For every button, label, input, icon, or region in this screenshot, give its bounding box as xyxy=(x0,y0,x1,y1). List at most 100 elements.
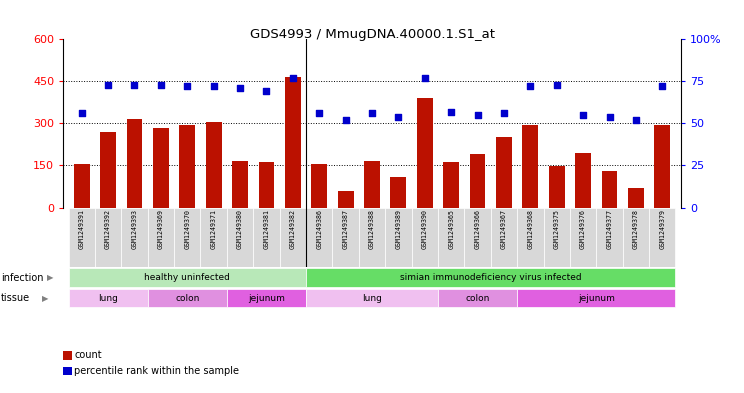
Point xyxy=(313,110,325,116)
Text: jejunum: jejunum xyxy=(578,294,615,303)
Bar xyxy=(68,208,95,267)
Text: GSM1249380: GSM1249380 xyxy=(237,209,243,249)
Bar xyxy=(544,208,570,267)
Bar xyxy=(258,162,275,208)
Bar xyxy=(174,208,200,267)
Point xyxy=(419,75,431,81)
Bar xyxy=(438,208,464,267)
Text: GSM1249388: GSM1249388 xyxy=(369,209,375,249)
Point xyxy=(366,110,378,116)
Bar xyxy=(100,132,116,208)
Bar xyxy=(333,208,359,267)
Text: lung: lung xyxy=(98,294,118,303)
Bar xyxy=(438,289,517,307)
Bar xyxy=(200,208,227,267)
Bar xyxy=(649,208,676,267)
Bar xyxy=(496,138,512,208)
Text: count: count xyxy=(74,350,102,360)
Bar xyxy=(285,77,301,208)
Bar xyxy=(411,208,438,267)
Bar xyxy=(385,208,411,267)
Bar xyxy=(469,154,486,208)
Text: lung: lung xyxy=(362,294,382,303)
Text: GSM1249387: GSM1249387 xyxy=(342,209,349,249)
Bar xyxy=(602,171,618,208)
Text: healthy uninfected: healthy uninfected xyxy=(144,273,230,282)
Text: GSM1249378: GSM1249378 xyxy=(633,209,639,249)
Text: GSM1249382: GSM1249382 xyxy=(290,209,296,249)
Point xyxy=(182,83,193,90)
Point xyxy=(472,112,484,118)
Bar xyxy=(517,208,544,267)
Bar xyxy=(623,208,649,267)
Text: GSM1249375: GSM1249375 xyxy=(554,209,559,249)
Point xyxy=(340,117,352,123)
Bar xyxy=(364,161,380,208)
Bar xyxy=(655,125,670,208)
Bar xyxy=(570,208,596,267)
Text: infection: infection xyxy=(1,273,43,283)
Point xyxy=(260,88,272,95)
Point xyxy=(656,83,668,90)
Point xyxy=(577,112,589,118)
Bar xyxy=(148,208,174,267)
Point xyxy=(498,110,510,116)
Bar xyxy=(464,208,491,267)
Point xyxy=(76,110,88,116)
Point xyxy=(208,83,219,90)
Bar xyxy=(549,166,565,208)
Point xyxy=(525,83,536,90)
Text: ▶: ▶ xyxy=(47,273,54,282)
Point xyxy=(445,108,457,115)
Bar xyxy=(227,208,253,267)
Text: GSM1249392: GSM1249392 xyxy=(105,209,111,249)
Text: GSM1249393: GSM1249393 xyxy=(132,209,138,249)
Text: colon: colon xyxy=(175,294,199,303)
Bar xyxy=(74,164,89,208)
Text: GSM1249389: GSM1249389 xyxy=(395,209,402,249)
Text: GSM1249377: GSM1249377 xyxy=(606,209,612,249)
Bar xyxy=(522,125,538,208)
Bar xyxy=(443,162,459,208)
Text: ▶: ▶ xyxy=(42,294,48,303)
Bar xyxy=(306,268,676,287)
Text: jejunum: jejunum xyxy=(248,294,285,303)
Bar xyxy=(306,289,438,307)
Bar xyxy=(280,208,306,267)
Text: GSM1249381: GSM1249381 xyxy=(263,209,269,249)
Text: GSM1249366: GSM1249366 xyxy=(475,209,481,249)
Bar xyxy=(179,125,195,208)
Text: colon: colon xyxy=(465,294,490,303)
Point xyxy=(155,82,167,88)
Bar xyxy=(338,191,353,208)
Point xyxy=(603,114,615,120)
Bar xyxy=(68,289,148,307)
Bar xyxy=(311,164,327,208)
Bar xyxy=(359,208,385,267)
Point xyxy=(630,117,642,123)
Text: simian immunodeficiency virus infected: simian immunodeficiency virus infected xyxy=(400,273,582,282)
Text: GSM1249371: GSM1249371 xyxy=(211,209,217,249)
Text: GSM1249365: GSM1249365 xyxy=(448,209,454,249)
Text: GSM1249367: GSM1249367 xyxy=(501,209,507,249)
Bar xyxy=(153,128,169,208)
Point xyxy=(392,114,404,120)
Bar xyxy=(95,208,121,267)
Bar xyxy=(391,177,406,208)
Bar xyxy=(148,289,227,307)
Bar xyxy=(253,208,280,267)
Bar xyxy=(628,188,644,208)
Text: percentile rank within the sample: percentile rank within the sample xyxy=(74,366,240,376)
Bar xyxy=(232,161,248,208)
Text: GSM1249390: GSM1249390 xyxy=(422,209,428,249)
Bar xyxy=(68,268,306,287)
Point xyxy=(234,85,246,91)
Text: GSM1249379: GSM1249379 xyxy=(659,209,665,249)
Text: GSM1249370: GSM1249370 xyxy=(185,209,190,249)
Bar xyxy=(306,208,333,267)
Point xyxy=(551,82,562,88)
Bar xyxy=(517,289,676,307)
Text: tissue: tissue xyxy=(1,293,30,303)
Bar xyxy=(575,153,591,208)
Text: GDS4993 / MmugDNA.40000.1.S1_at: GDS4993 / MmugDNA.40000.1.S1_at xyxy=(249,28,495,40)
